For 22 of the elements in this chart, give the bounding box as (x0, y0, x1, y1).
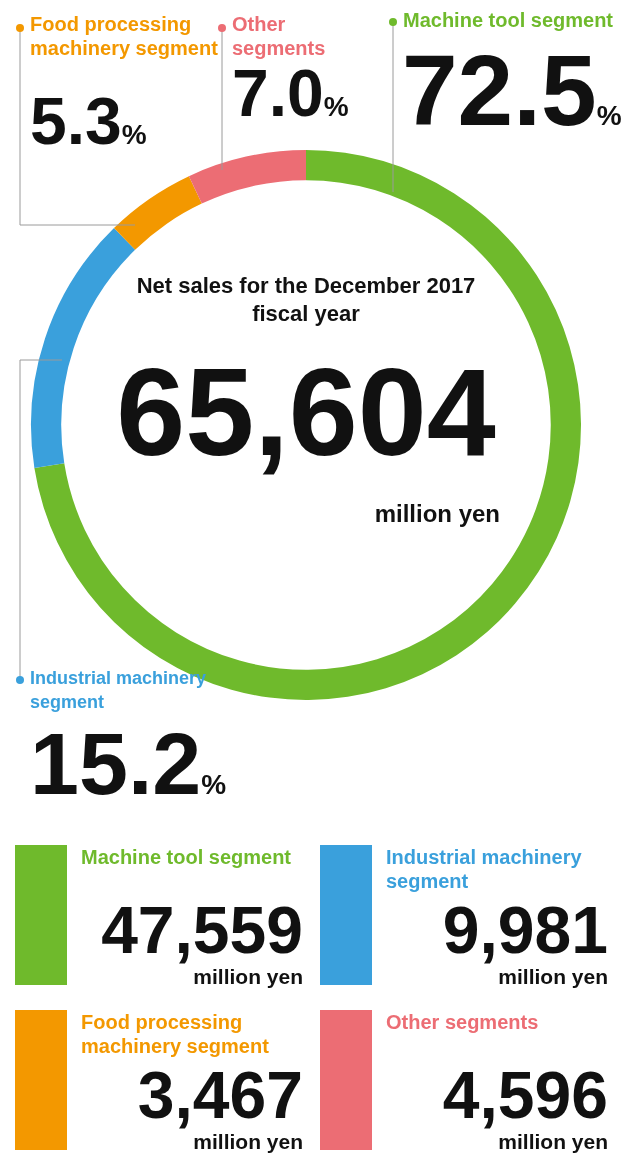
text: million yen (193, 1130, 303, 1153)
data-label: 72.5% (402, 34, 622, 146)
text: 65,604 (115, 343, 497, 481)
category-label: Other segments (386, 1010, 540, 1034)
category-label: Machine tool segment (81, 845, 293, 869)
legend-label: Food processing machinery segment (30, 12, 219, 60)
data-label: 47,559 (100, 893, 303, 967)
category-label: Industrial machinery segment (386, 845, 583, 893)
legend-label: Other segments (232, 12, 327, 60)
data-label: 3,467 (136, 1058, 303, 1132)
data-label: 15.2% (30, 714, 227, 813)
text: Net sales for the December 2017 fiscal year (135, 272, 477, 328)
legend-label: Machine tool segment (403, 8, 615, 32)
legend-label: Industrial machinery segment (30, 667, 208, 714)
text: million yen (192, 965, 303, 989)
data-label: 9,981 (441, 893, 608, 967)
text: million yen (498, 965, 608, 988)
category-label: Food processing machinery segment (81, 1010, 270, 1058)
text: million yen (373, 500, 500, 528)
data-label: 5.3% (30, 84, 147, 158)
text: million yen (498, 1130, 608, 1153)
data-label: 4,596 (441, 1058, 608, 1132)
